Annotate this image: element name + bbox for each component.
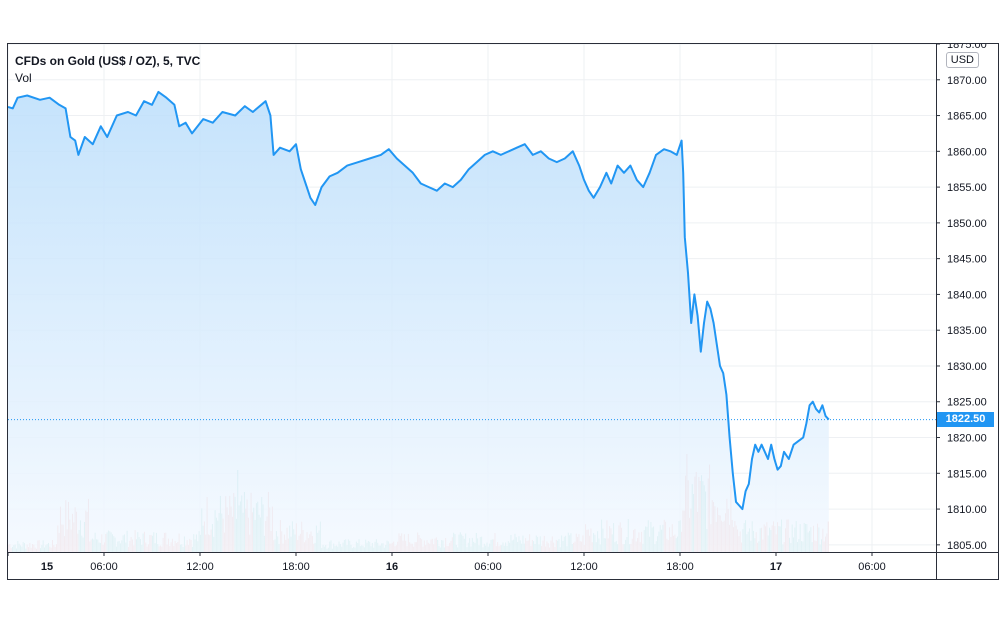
- symbol-title[interactable]: CFDs on Gold (US$ / OZ), 5, TVC: [15, 54, 201, 68]
- price-tick-label: 1860.00: [947, 146, 987, 158]
- price-chart[interactable]: 1805.00 1810.00 1815.00 1820.00 1825.00 1830.…: [8, 44, 998, 579]
- time-tick-label: 06:00: [858, 561, 886, 573]
- price-tick-label: 1865.00: [947, 111, 987, 123]
- price-tick-label: 1825.00: [947, 397, 987, 409]
- volume-label: Vol: [15, 71, 32, 85]
- price-tick-label: 1840.00: [947, 289, 987, 301]
- time-tick-label: 17: [770, 561, 782, 573]
- time-tick-label: 18:00: [282, 561, 310, 573]
- price-tick-label: 1855.00: [947, 182, 987, 194]
- price-tick-label: 1830.00: [947, 361, 987, 373]
- price-tick-label: 1835.00: [947, 325, 987, 337]
- chart-frame[interactable]: 1805.00 1810.00 1815.00 1820.00 1825.00 1830.…: [7, 43, 999, 580]
- time-tick-label: 16: [386, 561, 398, 573]
- price-line[interactable]: [8, 90, 830, 511]
- price-tick-label: 1845.00: [947, 254, 987, 266]
- chart-legend: CFDs on Gold (US$ / OZ), 5, TVC Vol: [15, 53, 200, 87]
- time-tick-label: 12:00: [186, 561, 214, 573]
- last-price-tag: 1822.50: [937, 411, 994, 427]
- price-area-fill: [8, 91, 829, 553]
- price-tick-label: 1875.00: [947, 44, 987, 51]
- time-tick-label: 15: [41, 561, 53, 573]
- price-axis[interactable]: 1805.00 1810.00 1815.00 1820.00 1825.00 1830.…: [936, 44, 987, 579]
- time-tick-label: 06:00: [474, 561, 502, 573]
- time-axis[interactable]: 15 06:00 12:00 18:00 16 06:00 12:00 18:00 17 06:0…: [8, 552, 998, 573]
- time-tick-label: 18:00: [666, 561, 694, 573]
- price-tick-label: 1805.00: [947, 540, 987, 552]
- price-tick-label: 1815.00: [947, 468, 987, 480]
- price-tick-label: 1820.00: [947, 433, 987, 445]
- time-tick-label: 12:00: [570, 561, 598, 573]
- price-tick-label: 1870.00: [947, 75, 987, 87]
- price-tick-label: 1810.00: [947, 504, 987, 516]
- currency-badge[interactable]: USD: [945, 52, 979, 68]
- price-tick-label: 1850.00: [947, 218, 987, 230]
- time-tick-label: 06:00: [90, 561, 118, 573]
